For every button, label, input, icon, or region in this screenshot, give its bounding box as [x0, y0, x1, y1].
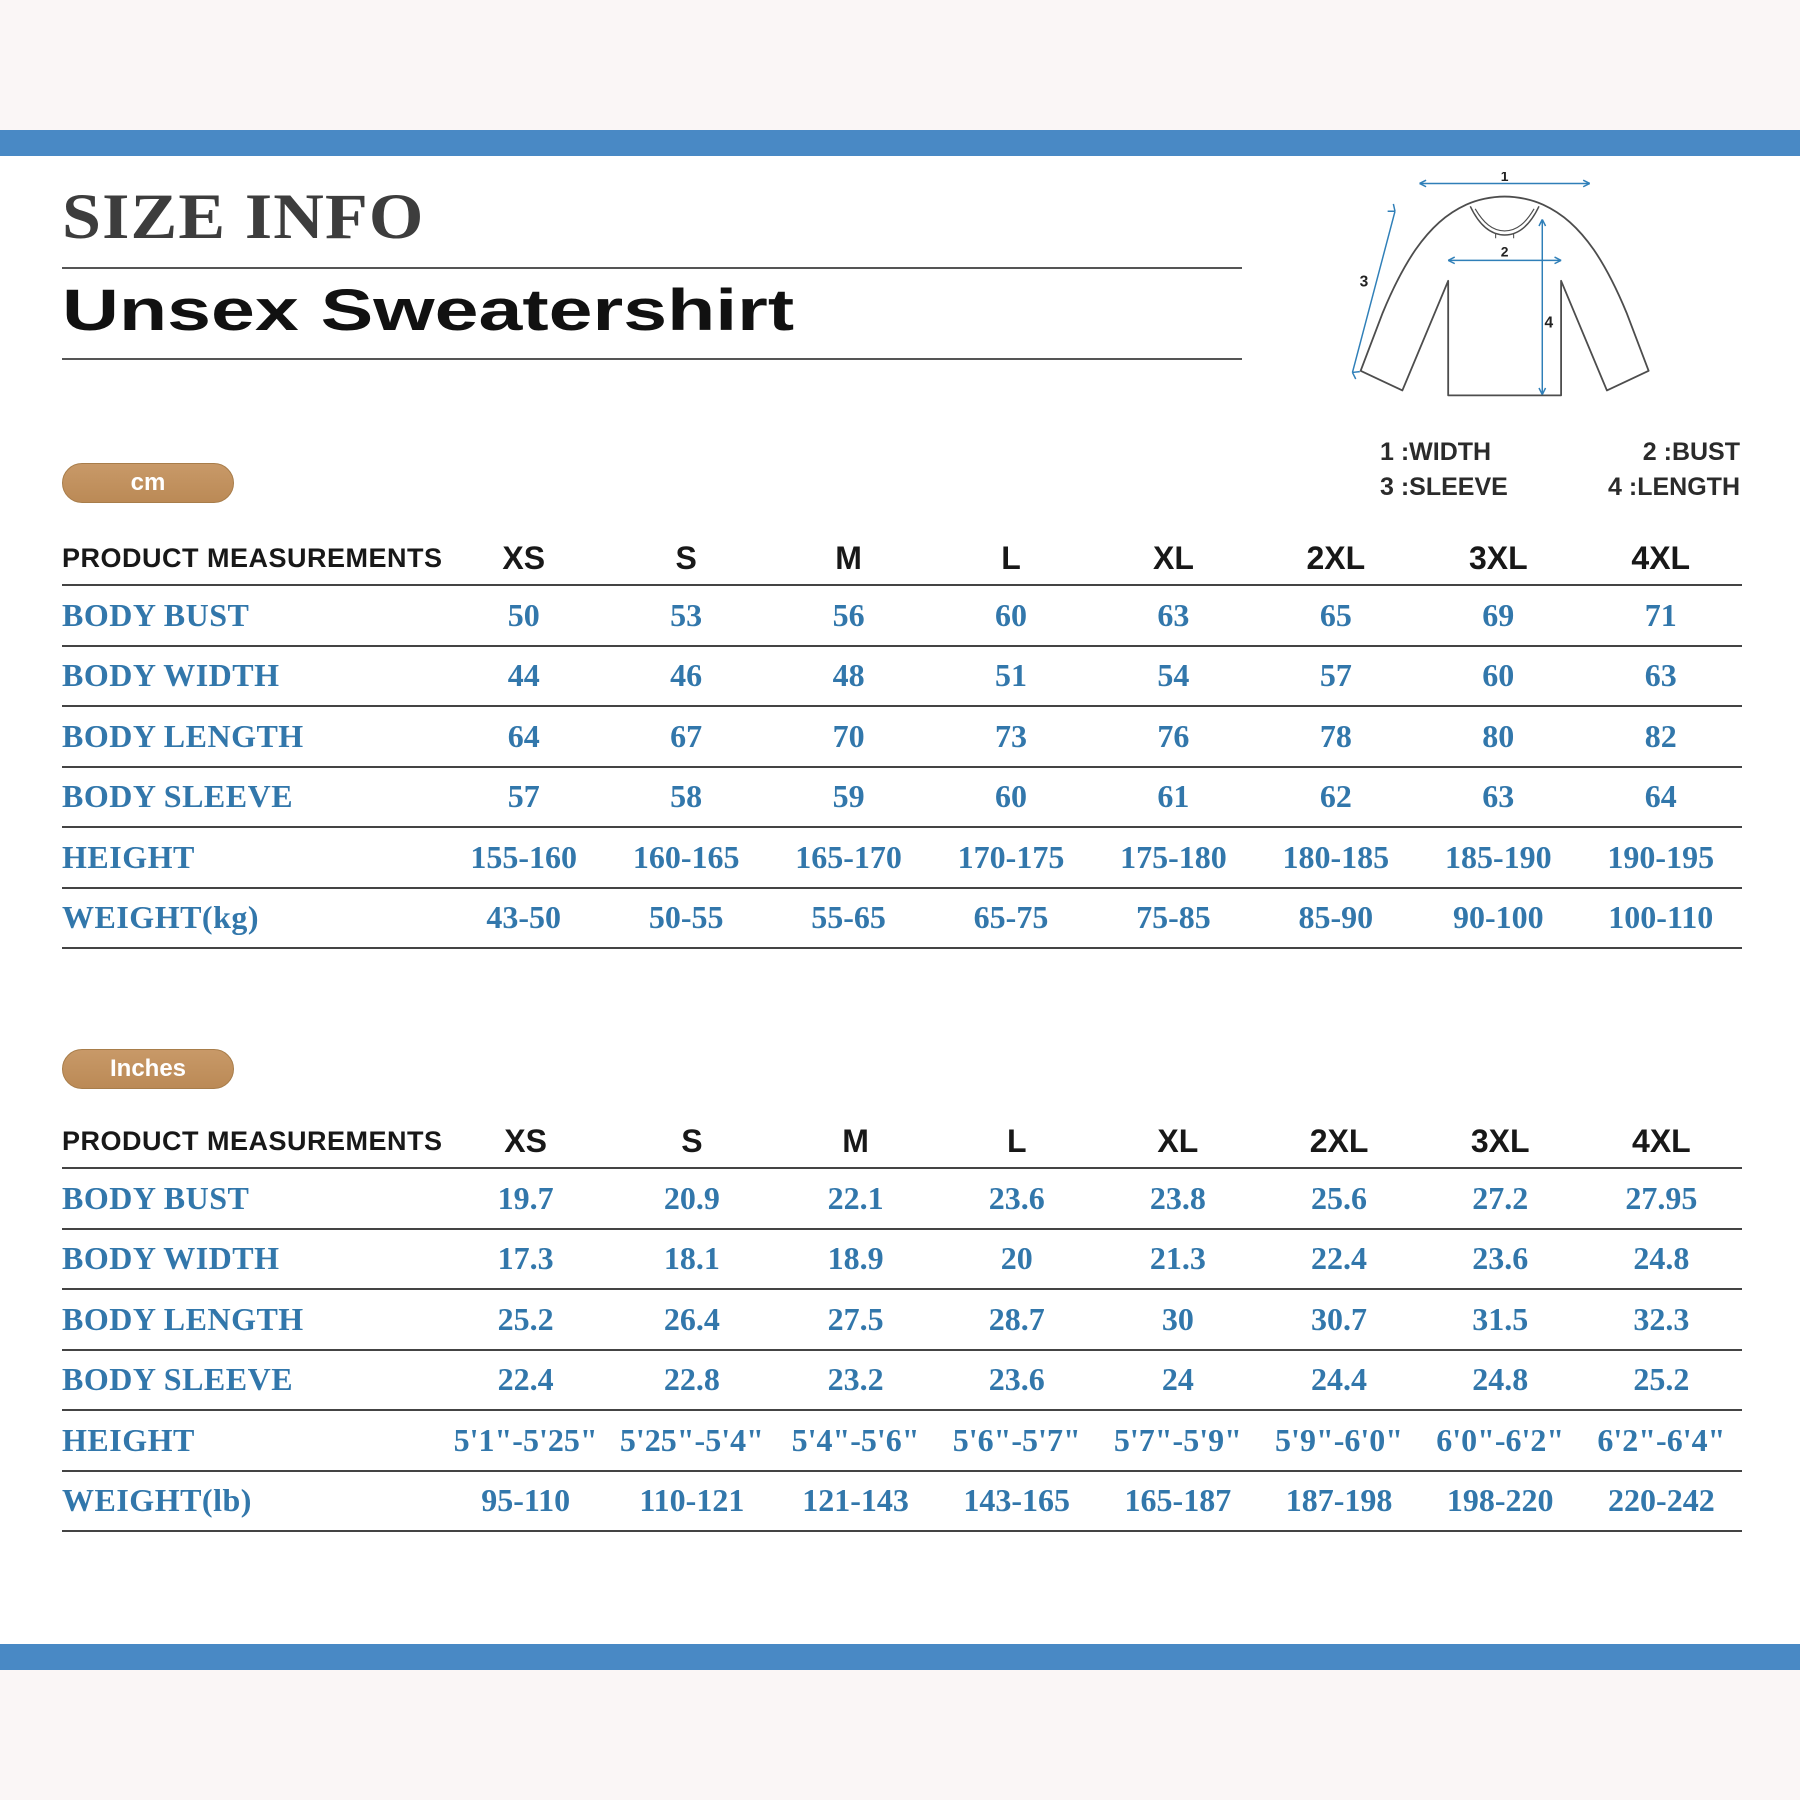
svg-text:2: 2 — [1501, 243, 1509, 259]
svg-text:3: 3 — [1360, 274, 1369, 291]
svg-text:1: 1 — [1501, 172, 1509, 184]
svg-text:4: 4 — [1544, 314, 1553, 331]
